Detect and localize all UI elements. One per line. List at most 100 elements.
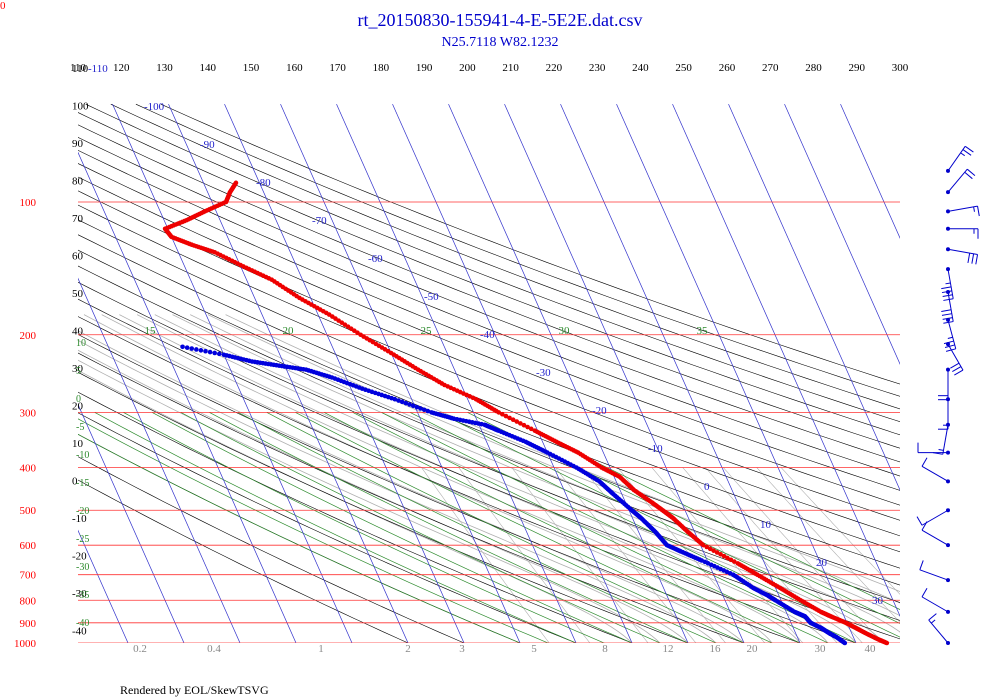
isotherm-line	[224, 104, 465, 643]
wind-barb-staff	[942, 424, 949, 455]
isotherm-label: -50	[424, 291, 439, 303]
dewpoint-point	[414, 404, 420, 410]
isotherm-line	[784, 104, 900, 365]
wind-barb	[946, 342, 964, 376]
mixing-ratio-line	[581, 467, 727, 643]
isotherm-label: -100	[144, 101, 165, 113]
top-scale-label: 150	[243, 62, 260, 74]
dewpoint-point	[403, 400, 409, 406]
pressure-label: 800	[20, 595, 37, 607]
wind-barb-staff	[947, 205, 978, 212]
isotherm-label: 30	[872, 595, 884, 607]
dewpoint-point	[189, 346, 195, 351]
moist-adiabat-label: 30	[559, 325, 571, 337]
isotherm-line	[392, 104, 633, 643]
saturated-adiabat-line	[180, 412, 661, 643]
saturated-adiabat-line	[266, 412, 745, 643]
dewpoint-point	[425, 408, 431, 414]
wind-barb-flag	[928, 613, 937, 621]
wind-barb-flag	[941, 286, 952, 290]
plot-area	[78, 103, 900, 643]
isotherm-line	[448, 104, 689, 643]
moist-adiabat-line	[78, 330, 745, 643]
wind-barb-half-flag	[930, 619, 936, 624]
isotherm-label: -10	[648, 443, 663, 455]
top-scale-label: 140	[200, 62, 217, 74]
dry-adiabat-line	[78, 234, 900, 569]
theta-label: 10	[72, 438, 84, 450]
temperature-point	[714, 550, 720, 555]
moist-adiabat-line	[78, 359, 661, 643]
dry-adiabat-line	[85, 103, 900, 423]
dewpoint-point	[203, 348, 208, 354]
mixing-bottom-label: 0.2	[133, 643, 147, 655]
dewpoint-point	[418, 406, 423, 411]
isotherm-line	[560, 104, 801, 643]
pressure-label: 900	[20, 618, 37, 630]
pressure-label: 1000	[14, 638, 37, 650]
dewpoint-point	[184, 345, 190, 350]
isotherm-line	[336, 104, 577, 643]
dry-adiabat-line	[110, 103, 900, 410]
dry-adiabat-line	[78, 479, 409, 643]
isotherm-line	[78, 529, 129, 643]
mixing-left-label: -35	[76, 590, 89, 601]
mixing-bottom-label: 16	[710, 643, 722, 655]
isotherm-label: -80	[256, 177, 271, 189]
dewpoint-point	[410, 403, 416, 409]
temperature-point	[503, 413, 509, 419]
isotherm-label: -110	[88, 63, 108, 75]
corner-label: 0	[0, 0, 6, 12]
mixing-left-label: 5	[76, 366, 81, 377]
top-scale-label: 250	[675, 62, 692, 74]
mixing-bottom-label: 20	[747, 643, 759, 655]
mixing-bottom-label: 0.4	[207, 643, 221, 655]
top-scale-label: 110	[70, 62, 87, 74]
wind-barb	[946, 247, 979, 265]
mixing-ratio-line	[723, 467, 883, 643]
isotherm-label: 20	[816, 557, 828, 569]
saturated-adiabat-line	[209, 412, 689, 643]
wind-barb-flag	[966, 168, 976, 177]
saturated-adiabat-line	[324, 412, 801, 643]
wind-barb	[921, 521, 950, 548]
wind-barb-flag	[916, 516, 923, 526]
mixing-bottom-label: 12	[663, 643, 674, 655]
isotherm-line	[728, 104, 900, 491]
top-scale-label: 260	[719, 62, 736, 74]
temperature-point	[233, 180, 239, 186]
mixing-left-label: 0	[76, 394, 81, 405]
wind-barb	[919, 560, 950, 583]
theta-label: 0	[72, 476, 78, 488]
mixing-left-label: -20	[76, 506, 89, 517]
wind-barb-staff	[921, 529, 949, 546]
dry-adiabat-line	[78, 204, 900, 537]
wind-barb-flag	[967, 253, 971, 264]
isotherm-line	[672, 104, 900, 617]
wind-barb-flag	[921, 521, 928, 531]
dry-adiabat-line	[135, 103, 900, 397]
temperature-point	[704, 544, 710, 550]
wind-barb-flag	[941, 309, 952, 312]
mixing-bottom-label: 3	[459, 643, 465, 655]
theta-label: 40	[72, 326, 84, 338]
dry-adiabat-line	[78, 219, 900, 553]
dry-adiabat-line	[78, 371, 689, 643]
top-scale-label: 280	[805, 62, 822, 74]
wind-barb-staff	[947, 269, 954, 299]
wind-barb-staff	[947, 319, 957, 349]
temperature-trace	[162, 180, 890, 646]
theta-label: -20	[72, 551, 87, 563]
wind-barb	[946, 205, 980, 217]
saturated-adiabat-line	[123, 412, 605, 643]
wind-barb-flag	[921, 457, 928, 467]
credit-text: Rendered by EOL/SkewTSVG	[120, 683, 269, 697]
pressure-label: 600	[20, 540, 37, 552]
saturated-adiabat-line	[78, 418, 549, 643]
temperature-point	[532, 428, 538, 433]
theta-label: 60	[72, 251, 84, 263]
moist-adiabat-label: 35	[697, 325, 709, 337]
isotherm-line	[840, 104, 900, 239]
saturated-adiabat-line	[94, 412, 577, 643]
